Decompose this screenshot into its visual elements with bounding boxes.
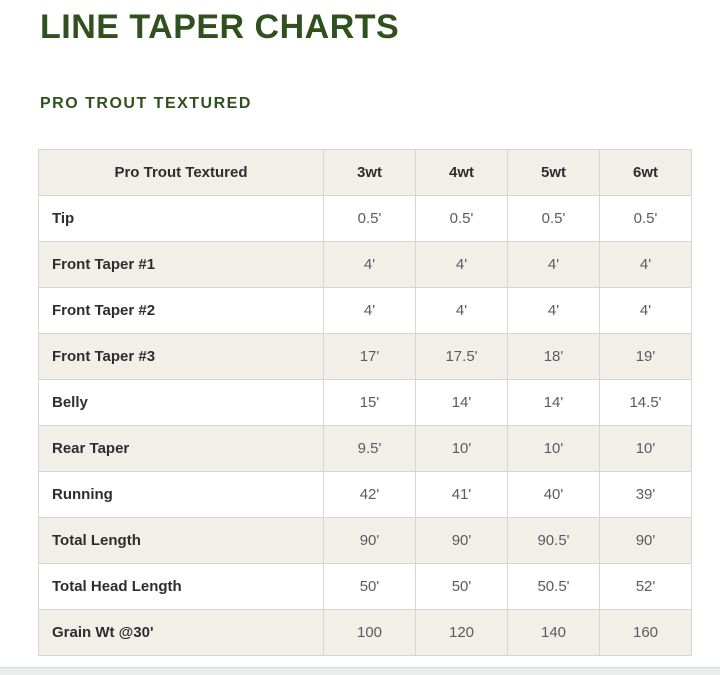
column-header-4wt: 4wt [415,149,508,196]
table-row: Running 42' 41' 40' 39' [38,471,692,518]
row-value: 4' [507,241,600,288]
table-row: Front Taper #2 4' 4' 4' 4' [38,287,692,334]
row-label: Grain Wt @30' [38,609,324,656]
row-value: 10' [507,425,600,472]
row-value: 90' [599,517,692,564]
row-value: 4' [323,241,416,288]
row-value: 4' [599,287,692,334]
row-value: 0.5' [507,195,600,242]
row-value: 42' [323,471,416,518]
row-label: Belly [38,379,324,426]
page-title: LINE TAPER CHARTS [40,8,400,46]
column-header-product: Pro Trout Textured [38,149,324,196]
row-value: 100 [323,609,416,656]
table-row: Front Taper #1 4' 4' 4' 4' [38,241,692,288]
row-label: Tip [38,195,324,242]
row-value: 14' [415,379,508,426]
row-label: Front Taper #3 [38,333,324,380]
row-label: Front Taper #2 [38,287,324,334]
row-value: 50' [323,563,416,610]
row-value: 90.5' [507,517,600,564]
row-value: 4' [415,287,508,334]
row-value: 18' [507,333,600,380]
bottom-divider-strip [0,667,720,675]
row-label: Front Taper #1 [38,241,324,288]
table-body: Tip 0.5' 0.5' 0.5' 0.5' Front Taper #1 4' 4' 4' 4… [38,195,692,656]
row-value: 17.5' [415,333,508,380]
section-title-pro-trout-textured: PRO TROUT TEXTURED [40,95,252,112]
taper-spec-table: Pro Trout Textured 3wt 4wt 5wt 6wt Tip 0.… [38,149,692,656]
table-row: Belly 15' 14' 14' 14.5' [38,379,692,426]
row-value: 10' [599,425,692,472]
table-row: Rear Taper 9.5' 10' 10' 10' [38,425,692,472]
row-value: 9.5' [323,425,416,472]
row-value: 4' [415,241,508,288]
row-value: 40' [507,471,600,518]
row-value: 90' [415,517,508,564]
row-label: Total Length [38,517,324,564]
column-header-6wt: 6wt [599,149,692,196]
table-row: Total Length 90' 90' 90.5' 90' [38,517,692,564]
row-value: 10' [415,425,508,472]
table-row: Grain Wt @30' 100 120 140 160 [38,609,692,656]
row-value: 90' [323,517,416,564]
row-value: 17' [323,333,416,380]
row-value: 39' [599,471,692,518]
row-value: 19' [599,333,692,380]
row-value: 52' [599,563,692,610]
row-value: 50' [415,563,508,610]
row-value: 4' [507,287,600,334]
row-label: Total Head Length [38,563,324,610]
row-value: 50.5' [507,563,600,610]
table-row: Front Taper #3 17' 17.5' 18' 19' [38,333,692,380]
table-header: Pro Trout Textured 3wt 4wt 5wt 6wt [38,149,692,196]
row-value: 14' [507,379,600,426]
table-row: Total Head Length 50' 50' 50.5' 52' [38,563,692,610]
row-value: 160 [599,609,692,656]
column-header-5wt: 5wt [507,149,600,196]
row-value: 4' [323,287,416,334]
row-value: 120 [415,609,508,656]
row-value: 140 [507,609,600,656]
row-value: 15' [323,379,416,426]
table-row: Tip 0.5' 0.5' 0.5' 0.5' [38,195,692,242]
table-header-row: Pro Trout Textured 3wt 4wt 5wt 6wt [38,149,692,196]
row-value: 14.5' [599,379,692,426]
row-label: Rear Taper [38,425,324,472]
row-value: 0.5' [599,195,692,242]
row-value: 41' [415,471,508,518]
row-label: Running [38,471,324,518]
row-value: 0.5' [415,195,508,242]
column-header-3wt: 3wt [323,149,416,196]
row-value: 0.5' [323,195,416,242]
row-value: 4' [599,241,692,288]
